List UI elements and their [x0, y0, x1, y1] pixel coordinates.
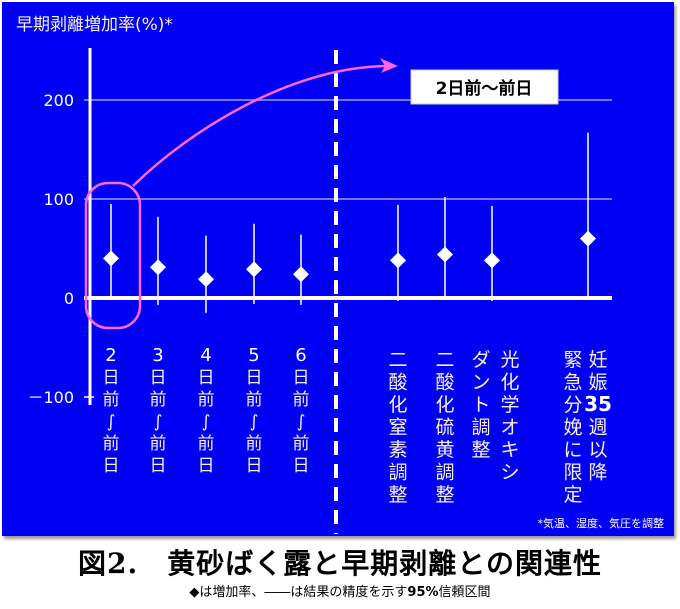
x-category-label-char: 黄: [435, 439, 454, 461]
x-category-label-char: 整: [471, 439, 490, 461]
x-category-label-char: 週: [588, 417, 607, 439]
x-category-label-tilde: ∫: [202, 412, 211, 432]
x-category-label-char: 整: [388, 484, 407, 506]
chart-panel: 早期剥離増加率(%)* －100 0 100 200 2 日前 ∫ 前日 3 日前 ∫ 前日 4 日前 ∫ 前日…: [2, 2, 674, 536]
x-category-label-char: 5: [248, 345, 259, 366]
x-category-label-char: 二: [388, 349, 407, 371]
x-category-label-tilde: ∫: [297, 412, 306, 432]
estimate-diamond-marker: [293, 266, 309, 283]
x-category-label-tilde: ∫: [154, 412, 163, 432]
x-category-label-char: 日: [246, 368, 263, 388]
x-category-label-char: 日: [103, 368, 120, 388]
x-category-label-char: 窒: [388, 417, 407, 439]
x-category-label-char: 調: [388, 462, 407, 484]
caption-sub-text: ◆は増加率、――は結果の精度を示す: [189, 585, 408, 600]
x-category-label-char: 化: [435, 394, 454, 416]
y-tick-label: 200: [43, 91, 74, 110]
x-category-label-char: 日: [293, 368, 310, 388]
x-category-label-char: 日: [150, 368, 167, 388]
y-tick-label: －100: [27, 388, 74, 407]
x-category-label-char: オ: [500, 417, 519, 439]
x-category-label-char: 前: [293, 390, 310, 410]
x-category-label-char: 前: [103, 390, 120, 410]
chart-canvas: 早期剥離増加率(%)*－10001002002日前∫前日3日前∫前日4日前∫前日…: [16, 15, 665, 534]
x-category-label-char: 酸: [388, 372, 407, 394]
x-category-label-tilde: ∫: [250, 412, 259, 432]
estimate-diamond-marker: [484, 252, 500, 269]
estimate-diamond-marker: [150, 259, 166, 276]
y-tick-label: 100: [43, 190, 74, 209]
x-category-label-char: キ: [500, 439, 519, 461]
x-category-label-char: 娩: [563, 417, 582, 439]
caption-sub-bold: 95%: [407, 585, 439, 600]
figure-caption-subtitle: ◆は増加率、――は結果の精度を示す95%信頼区間: [0, 581, 680, 600]
x-category-label-char: 35: [584, 392, 612, 416]
estimate-diamond-marker: [103, 250, 119, 267]
x-category-label-char: ン: [471, 372, 490, 394]
highlight-rounded-box: [84, 181, 142, 330]
x-category-label-char: シ: [500, 462, 519, 484]
x-category-label-char: 緊: [563, 349, 582, 371]
x-category-label-char: 前: [246, 434, 263, 454]
x-category-label-char: 娠: [588, 372, 607, 394]
x-category-label-char: 2: [105, 345, 116, 366]
x-category-label-char: 調: [435, 462, 454, 484]
x-category-label-char: 以: [588, 439, 607, 461]
estimate-diamond-marker: [246, 261, 262, 278]
x-category-label-char: 酸: [435, 372, 454, 394]
x-category-label-char: 日: [103, 456, 120, 476]
callout-arrow-head-icon: [380, 58, 398, 73]
x-category-label-char: 降: [588, 462, 607, 484]
x-category-label-char: 光: [500, 349, 519, 371]
x-category-label-char: ト: [471, 394, 490, 416]
x-category-label-char: 前: [103, 434, 120, 454]
x-category-label-char: 3: [152, 345, 163, 366]
x-category-label-char: 整: [435, 484, 454, 506]
estimate-diamond-marker: [198, 271, 214, 288]
x-category-label-char: 限: [563, 462, 582, 484]
callout-box: [410, 69, 559, 105]
x-category-label-char: 分: [563, 394, 582, 416]
x-category-label-char: 学: [500, 394, 519, 416]
adjustment-footnote: *気温、湿度、気圧を調整: [538, 516, 665, 530]
x-category-label-char: ダ: [471, 349, 490, 371]
callout-box-label: 2日前～前日: [436, 78, 533, 99]
x-category-label-tilde: ∫: [107, 412, 116, 432]
x-category-label-char: 日: [198, 456, 215, 476]
x-category-label-char: 6: [295, 345, 306, 366]
figure-caption-title: 図2. 黄砂ばく露と早期剥離との関連性: [78, 547, 602, 580]
x-category-label-char: 前: [150, 434, 167, 454]
x-category-label-char: 前: [198, 434, 215, 454]
x-category-label-char: 日: [198, 368, 215, 388]
callout-arrow: [132, 64, 386, 187]
x-category-label-char: 妊: [588, 349, 607, 371]
x-category-label-char: 急: [563, 372, 582, 394]
x-category-label-char: 前: [198, 390, 215, 410]
x-category-label-char: に: [563, 439, 582, 461]
caption-sub-text-end: 信頼区間: [438, 585, 491, 600]
x-category-label-char: 日: [150, 456, 167, 476]
estimate-diamond-marker: [437, 246, 453, 263]
x-category-label-char: 日: [246, 456, 263, 476]
y-tick-label: 0: [64, 289, 74, 308]
x-category-label-char: 4: [200, 345, 211, 366]
x-category-label-char: 硫: [435, 417, 454, 439]
x-category-label-char: 前: [293, 434, 310, 454]
x-category-label-char: 定: [563, 484, 582, 506]
x-category-label-char: 素: [388, 439, 407, 461]
x-category-label-char: 二: [435, 349, 454, 371]
x-category-label-char: 日: [293, 456, 310, 476]
x-category-label-char: 化: [500, 372, 519, 394]
x-category-label-char: 前: [150, 390, 167, 410]
x-category-label-char: 化: [388, 394, 407, 416]
estimate-diamond-marker: [390, 252, 406, 269]
estimate-diamond-marker: [580, 230, 596, 247]
x-category-label-char: 前: [246, 390, 263, 410]
x-category-label-char: 調: [471, 417, 490, 439]
y-axis-title: 早期剥離増加率(%)*: [16, 15, 173, 35]
